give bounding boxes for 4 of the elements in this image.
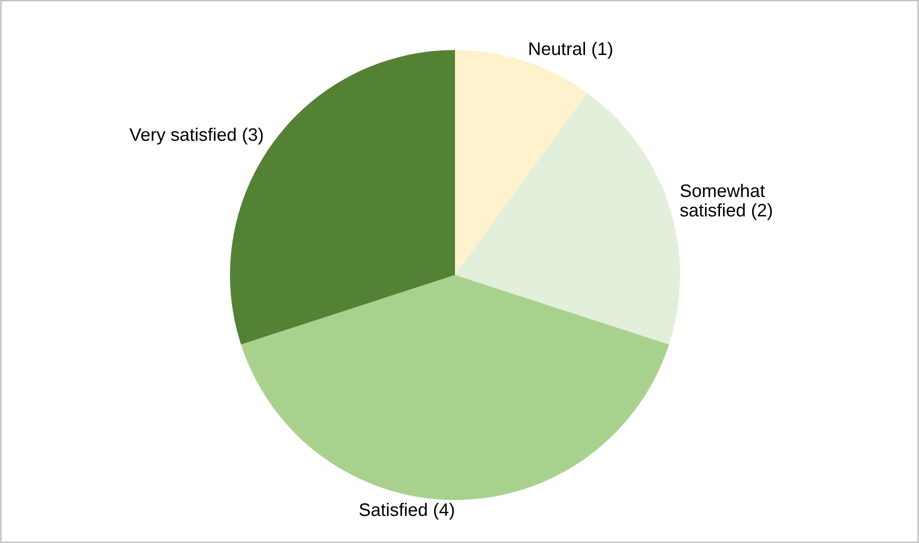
slice-label: Very satisfied (3) [129,128,263,145]
slice-label: Somewhat satisfied (2) [680,184,772,220]
slice-label: Satisfied (4) [359,502,454,520]
slice-label: Neutral (1) [529,42,612,59]
